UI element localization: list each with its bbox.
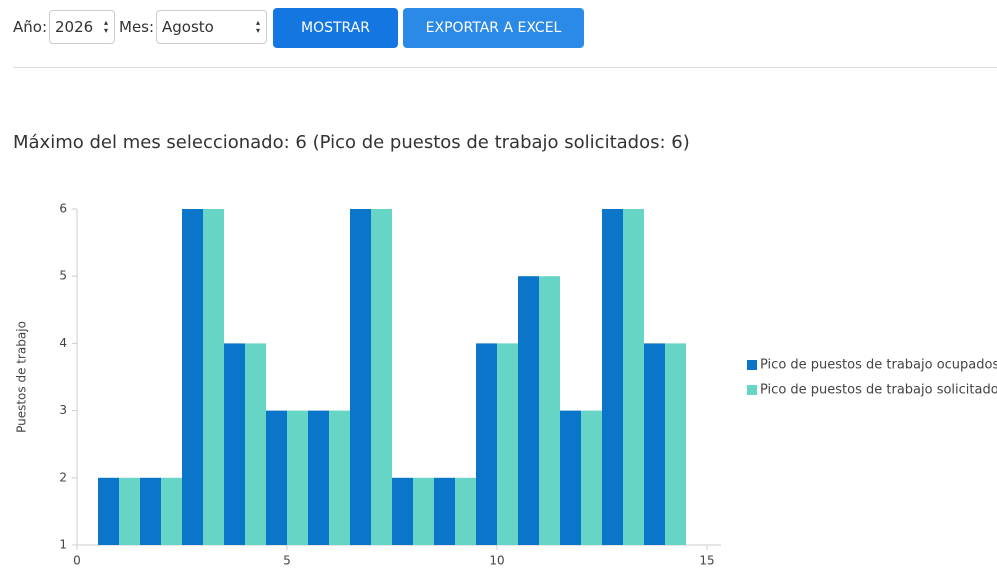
bar [350, 209, 371, 545]
y-tick-label: 1 [59, 538, 67, 552]
bar [371, 209, 392, 545]
bar [182, 209, 203, 545]
legend-label: Pico de puestos de trabajo ocupados [760, 358, 997, 373]
bar [329, 410, 350, 545]
bar [665, 343, 686, 545]
y-tick-label: 4 [59, 336, 67, 350]
bar [560, 410, 581, 545]
heading: Máximo del mes seleccionado: 6 (Pico de … [13, 132, 690, 153]
month-select[interactable]: Agosto [156, 10, 267, 44]
bar [413, 477, 434, 545]
bar [245, 343, 266, 545]
bar [287, 410, 308, 545]
chart: Puestos de trabajo 1 2 3 4 5 6 0 5 10 15 Pico de p… [15, 202, 997, 568]
bar [497, 343, 518, 545]
bar [308, 410, 329, 545]
bar [140, 477, 161, 545]
bar [266, 410, 287, 545]
y-tick-label: 6 [59, 202, 67, 216]
bar [392, 477, 413, 545]
show-button[interactable]: MOSTRAR [273, 8, 398, 48]
x-tick-label: 15 [699, 554, 714, 568]
bar [518, 276, 539, 545]
x-tick-label: 5 [283, 554, 291, 568]
bar [581, 410, 602, 545]
y-axis-title: Puestos de trabajo [15, 321, 29, 433]
bar [602, 209, 623, 545]
x-tick-label: 0 [73, 554, 81, 568]
divider [13, 67, 997, 68]
y-tick-label: 2 [59, 470, 67, 484]
y-tick-label: 3 [59, 403, 67, 417]
bar [203, 209, 224, 545]
bar [434, 477, 455, 545]
legend-swatch [747, 385, 757, 395]
bar [98, 477, 119, 545]
bar [119, 477, 140, 545]
year-label: Año: [13, 18, 47, 36]
x-tick-label: 10 [489, 554, 504, 568]
bar [644, 343, 665, 545]
y-tick-label: 5 [59, 269, 67, 283]
export-button[interactable]: EXPORTAR A EXCEL [403, 8, 584, 48]
legend-swatch [747, 360, 757, 370]
bar [623, 209, 644, 545]
bar [539, 276, 560, 545]
bar [476, 343, 497, 545]
month-label: Mes: [119, 18, 155, 36]
legend-label: Pico de puestos de trabajo solicitados [760, 383, 997, 398]
bar [224, 343, 245, 545]
bar [455, 477, 476, 545]
bar [161, 477, 182, 545]
year-select[interactable]: 2026 [49, 10, 115, 44]
